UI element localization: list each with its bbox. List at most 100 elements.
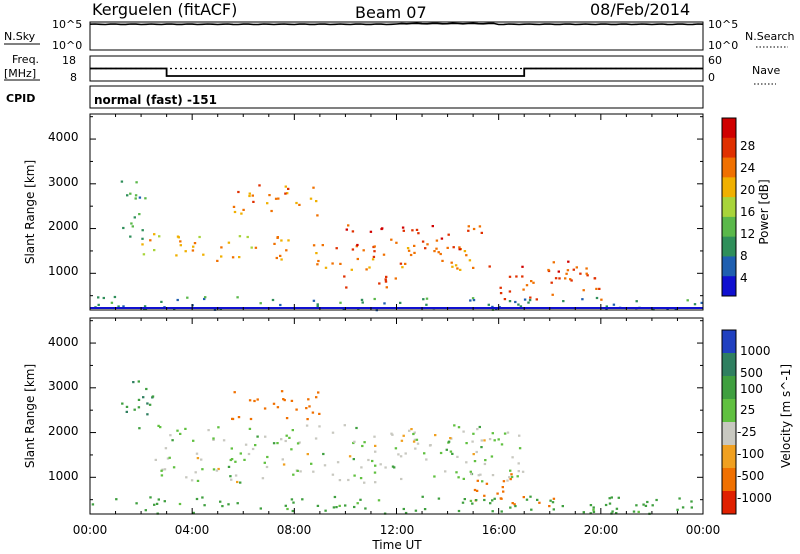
velocity-cell <box>522 496 525 499</box>
power-cell <box>191 249 195 252</box>
velocity-cell <box>393 466 396 469</box>
velocity-cell <box>483 462 487 466</box>
velocity-cell <box>518 434 521 437</box>
power-cell <box>345 228 348 231</box>
power-cell <box>390 238 393 241</box>
power-cell <box>117 305 120 308</box>
velocity-cell <box>360 466 363 469</box>
velocity-cell <box>500 443 504 446</box>
power-cell <box>666 308 669 311</box>
power-cell <box>693 303 697 306</box>
velocity-cell <box>248 399 252 402</box>
velocity-cell <box>509 478 512 481</box>
power-cell <box>279 303 282 307</box>
velocity-cell <box>281 458 284 461</box>
power-cell <box>472 227 476 231</box>
velocity-cell <box>608 497 611 500</box>
power-cell <box>441 259 444 262</box>
velocity-cell <box>353 505 356 509</box>
velocity-colorbar-swatch <box>722 353 736 377</box>
power-cell <box>141 229 144 232</box>
velocity-cell <box>367 458 370 462</box>
velocity-cell <box>404 452 407 455</box>
velocity-cell <box>461 501 465 504</box>
power-colorbar-frame <box>721 117 737 297</box>
power-cell <box>312 299 316 302</box>
power-cell <box>439 252 442 256</box>
power-cell <box>268 194 271 197</box>
power-colorbar-swatch <box>722 276 736 297</box>
velocity-cell <box>470 472 473 475</box>
velocity-cell <box>514 505 517 508</box>
power-cell <box>425 297 429 300</box>
velocity-cell <box>335 506 338 509</box>
velocity-cell <box>384 466 387 469</box>
power-cell <box>415 228 419 231</box>
power-cell <box>144 197 147 200</box>
power-cell <box>203 297 206 301</box>
noise-sky-line <box>89 22 704 26</box>
power-cell <box>421 240 425 243</box>
power-cell <box>575 266 578 269</box>
velocity-cell <box>203 504 206 507</box>
velocity-cell <box>449 437 452 440</box>
power-cell <box>452 246 455 249</box>
power-cell <box>131 225 134 228</box>
velocity-cell <box>229 475 232 478</box>
power-cb-28: 28 <box>740 139 755 153</box>
velocity-cell <box>192 439 195 442</box>
power-cell <box>315 200 318 203</box>
noise-left-label: N.Sky <box>4 30 36 43</box>
power-cell <box>202 253 205 256</box>
power-cell <box>248 192 251 195</box>
power-cell <box>600 298 603 301</box>
velocity-cell <box>239 452 242 455</box>
velocity-cell <box>157 498 160 501</box>
velocity-cell <box>263 461 266 464</box>
velocity-cell <box>247 452 251 456</box>
power-cell <box>552 261 555 264</box>
velocity-cell <box>266 455 269 459</box>
velocity-cell <box>276 406 280 409</box>
velocity-cell <box>178 502 182 506</box>
velocity-cell <box>476 428 479 431</box>
power-cell <box>356 243 359 247</box>
velocity-cell <box>434 434 437 437</box>
velocity-cell <box>338 479 342 482</box>
power-cell <box>345 286 348 289</box>
velocity-panel <box>89 317 704 515</box>
power-cell <box>450 261 453 264</box>
power-cell <box>153 233 156 236</box>
vel-cb-minus25: -25 <box>737 425 757 439</box>
power-cell <box>273 242 276 245</box>
power-cell <box>519 305 523 308</box>
velocity-cell <box>402 507 405 511</box>
velocity-cell <box>200 458 203 461</box>
velocity-cell <box>121 402 124 405</box>
power-cell <box>251 194 254 197</box>
velocity-cell <box>491 474 495 477</box>
power-cell <box>361 301 364 304</box>
velocity-cell <box>248 427 252 430</box>
power-cell <box>365 268 368 271</box>
power-cell <box>179 240 182 243</box>
velocity-cell <box>261 477 265 480</box>
velocity-colorbar-swatch <box>722 422 736 446</box>
velocity-cell <box>212 437 215 440</box>
velocity-cell <box>312 470 315 473</box>
velocity-cell <box>444 470 447 473</box>
velocity-cell <box>497 438 500 441</box>
velocity-cell <box>681 506 685 509</box>
power-cell <box>275 256 278 260</box>
power-cell <box>237 190 240 194</box>
power-cell <box>595 287 598 290</box>
velocity-cell <box>155 502 159 505</box>
power-cell <box>472 266 475 269</box>
power-cell <box>343 275 346 278</box>
velocity-cell <box>230 478 233 481</box>
velocity-cell <box>453 424 456 427</box>
power-cell <box>198 235 201 239</box>
power-cell <box>459 268 462 271</box>
power-cell <box>248 194 251 198</box>
power-cell <box>362 249 365 252</box>
